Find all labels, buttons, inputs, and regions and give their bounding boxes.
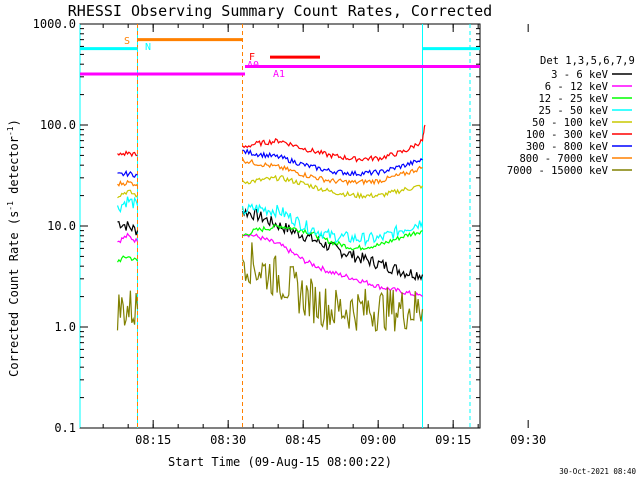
x-ticks: 08:15 08:30 08:45 09:00 09:15 09:30 xyxy=(102,24,546,447)
series-line xyxy=(117,169,138,178)
legend-label: 6 - 12 keV xyxy=(545,81,609,93)
series-line xyxy=(241,242,424,332)
x-axis-label: Start Time (09-Aug-15 08:00:22) xyxy=(168,455,392,469)
series-line xyxy=(241,207,424,282)
flag-label: N xyxy=(145,42,151,53)
flag-label: S xyxy=(124,36,130,47)
x-tick-label: 09:30 xyxy=(510,433,546,447)
y-axis-label-end: ) xyxy=(7,119,21,126)
series-0 xyxy=(117,207,424,282)
timestamp: 30-Oct-2021 08:40 xyxy=(559,467,636,476)
x-tick-label: 09:00 xyxy=(360,433,396,447)
legend-title: Det 1,3,5,6,7,9 xyxy=(540,55,635,67)
series-line xyxy=(241,203,424,248)
series-5 xyxy=(117,124,426,163)
legend-label: 7000 - 15000 keV xyxy=(507,165,609,177)
series-line xyxy=(116,196,139,214)
legend-label: 3 - 6 keV xyxy=(551,69,609,81)
flag-label: F xyxy=(249,52,255,63)
series-line xyxy=(117,189,138,199)
legend-label: 25 - 50 keV xyxy=(538,105,608,117)
flag-label: A0 xyxy=(247,60,259,71)
series-8 xyxy=(116,242,424,332)
series-line xyxy=(242,223,423,251)
series-7 xyxy=(117,158,423,187)
status-flags: S N FA0 A1 xyxy=(80,36,480,80)
series-2 xyxy=(116,223,423,263)
x-tick-label: 09:15 xyxy=(435,433,471,447)
series-line xyxy=(117,221,139,236)
y-axis-label: Corrected Count Rate (s-1 detector-1) xyxy=(6,119,21,377)
series-line xyxy=(116,255,138,263)
y-axis-label-text: Corrected Count Rate (s xyxy=(7,211,21,377)
legend-label: 100 - 300 keV xyxy=(526,129,609,141)
plot-border xyxy=(79,23,481,429)
svg-text:Corrected Count Rate (s-1 dete: Corrected Count Rate (s-1 detector-1) xyxy=(6,119,21,377)
series-line xyxy=(242,124,426,163)
x-tick-label: 08:30 xyxy=(210,433,246,447)
series-line xyxy=(241,158,423,187)
x-tick-label: 08:15 xyxy=(135,433,171,447)
series-1 xyxy=(117,232,423,298)
series-6 xyxy=(117,148,423,178)
y-ticks: 0.1 1.0 10.0 100.0 1000.0 xyxy=(33,17,480,435)
legend-label: 12 - 25 keV xyxy=(538,93,608,105)
series-line xyxy=(242,233,423,298)
x-tick-label: 08:45 xyxy=(285,433,321,447)
y-tick-label: 10.0 xyxy=(47,219,76,233)
y-tick-label: 100.0 xyxy=(40,118,76,132)
y-axis-sup-2: -1 xyxy=(6,126,15,136)
y-axis-label-mid: detector xyxy=(7,136,21,201)
series-line xyxy=(117,150,138,158)
series-line xyxy=(117,179,138,187)
series-line xyxy=(116,290,139,331)
series-3 xyxy=(116,196,424,248)
plot-frame xyxy=(79,23,481,429)
y-tick-label: 1000.0 xyxy=(33,17,76,31)
flag-label: A1 xyxy=(273,69,285,80)
series-line xyxy=(117,232,139,244)
series-line xyxy=(242,174,423,200)
series-4 xyxy=(117,174,423,200)
chart-title: RHESSI Observing Summary Count Rates, Co… xyxy=(68,2,492,20)
y-axis-sup-1: -1 xyxy=(6,201,15,211)
legend-label: 50 - 100 keV xyxy=(532,117,609,129)
y-tick-label: 0.1 xyxy=(54,421,76,435)
y-tick-label: 1.0 xyxy=(54,320,76,334)
legend-label: 800 - 7000 keV xyxy=(519,153,608,165)
series-line xyxy=(242,148,423,177)
series-layer xyxy=(116,124,426,332)
legend-label: 300 - 800 keV xyxy=(526,141,609,153)
